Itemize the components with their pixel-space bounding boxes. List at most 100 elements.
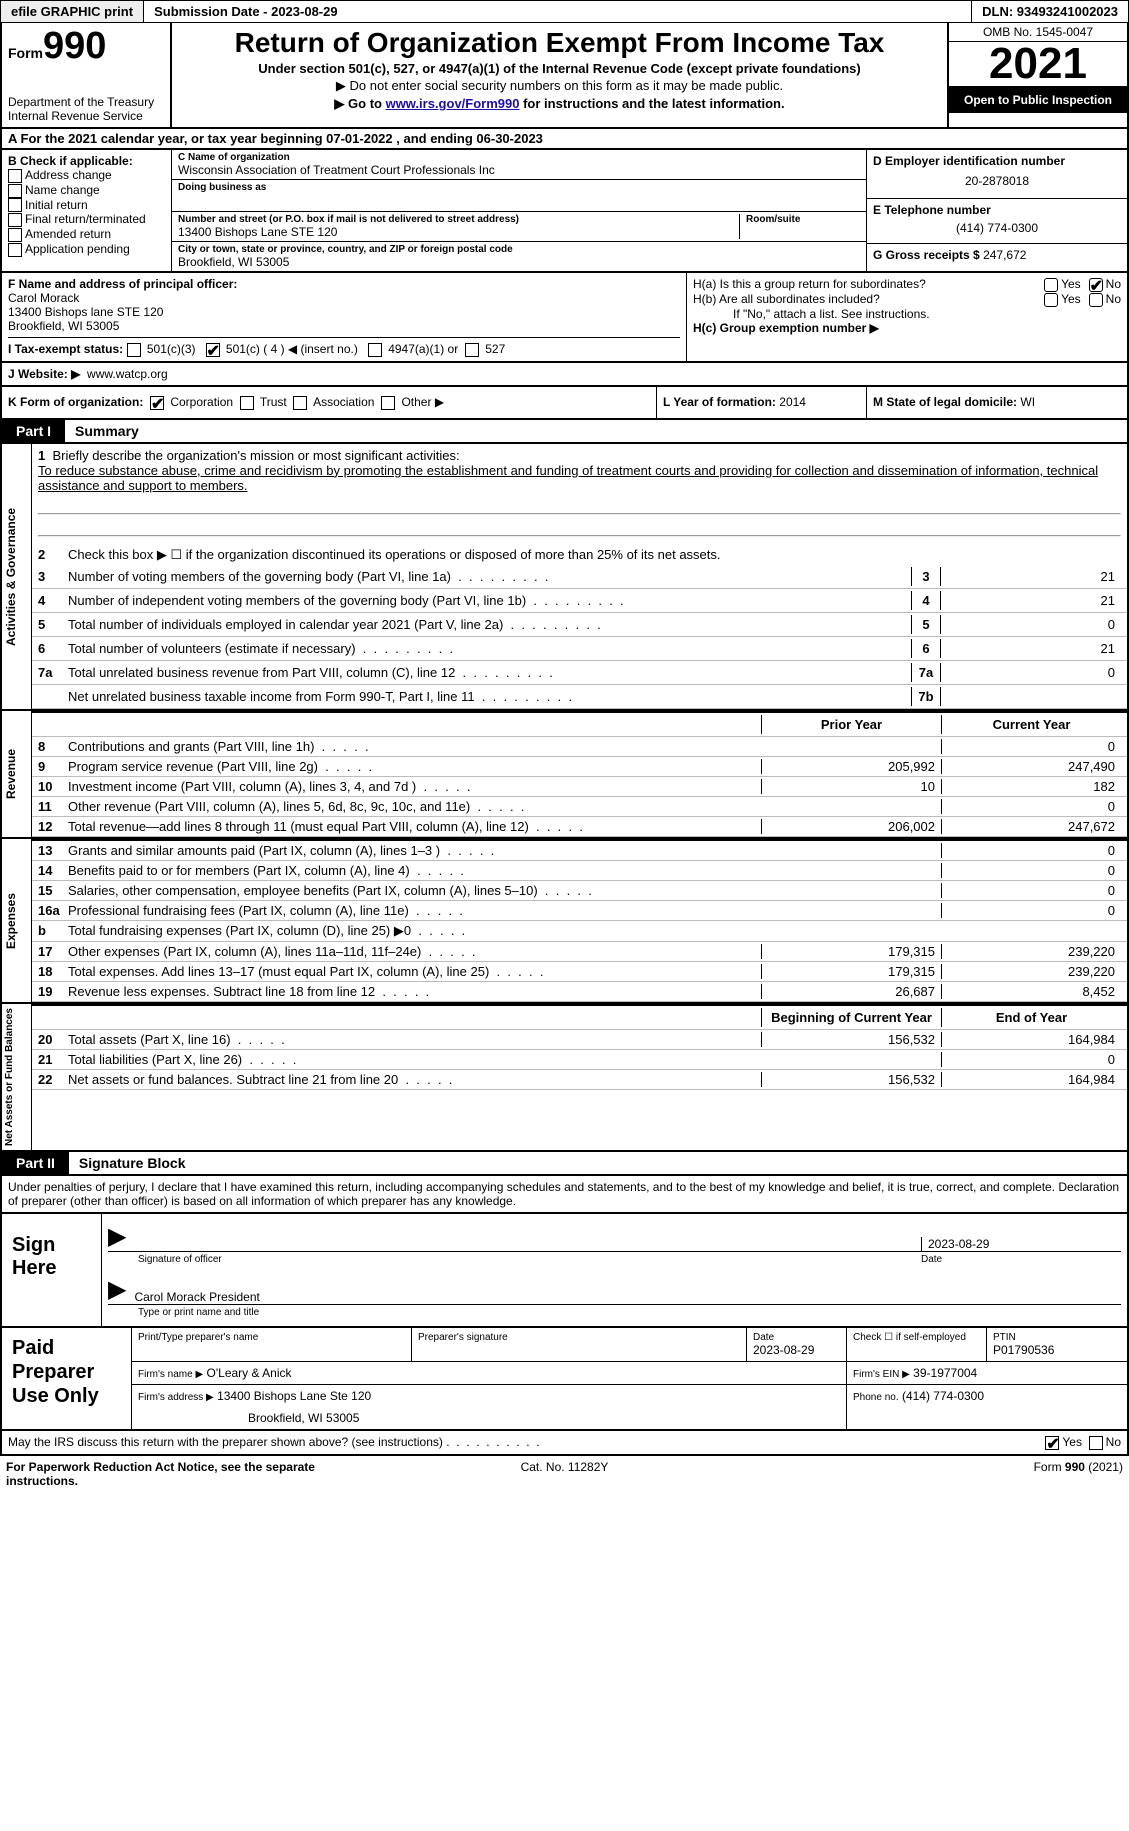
summary-line: 9Program service revenue (Part VIII, lin… — [32, 757, 1127, 777]
subtitle-3: ▶ Go to www.irs.gov/Form990 for instruct… — [178, 96, 941, 112]
tax-year: 2021 — [949, 42, 1127, 87]
sig-date: 2023-08-29 — [921, 1237, 1121, 1251]
website-url: www.watcp.org — [87, 367, 168, 381]
summary-line: 19Revenue less expenses. Subtract line 1… — [32, 982, 1127, 1002]
summary-line: 7aTotal unrelated business revenue from … — [32, 661, 1127, 685]
org-name: Wisconsin Association of Treatment Court… — [178, 163, 860, 177]
part1-header: Part I Summary — [0, 420, 1129, 444]
irs-label: Internal Revenue Service — [8, 109, 164, 123]
side-revenue: Revenue — [2, 711, 32, 837]
principal-officer: F Name and address of principal officer:… — [2, 273, 687, 361]
header-band: Form990 Department of the Treasury Inter… — [0, 23, 1129, 129]
side-activities: Activities & Governance — [2, 444, 32, 709]
summary-line: 15Salaries, other compensation, employee… — [32, 881, 1127, 901]
summary-line: 5Total number of individuals employed in… — [32, 613, 1127, 637]
irs-link[interactable]: www.irs.gov/Form990 — [386, 96, 520, 111]
firm-phone: (414) 774-0300 — [902, 1389, 984, 1403]
row-a-period: A For the 2021 calendar year, or tax yea… — [0, 129, 1129, 150]
dln: DLN: 93493241002023 — [971, 1, 1128, 22]
summary-line: 13Grants and similar amounts paid (Part … — [32, 841, 1127, 861]
side-net-assets: Net Assets or Fund Balances — [2, 1004, 32, 1150]
summary-line: 4Number of independent voting members of… — [32, 589, 1127, 613]
check-address-change[interactable]: Address change — [8, 168, 165, 183]
signature-note: Under penalties of perjury, I declare th… — [0, 1176, 1129, 1214]
summary-line: 18Total expenses. Add lines 13–17 (must … — [32, 962, 1127, 982]
dept-treasury: Department of the Treasury — [8, 95, 164, 109]
summary-line: 3Number of voting members of the governi… — [32, 565, 1127, 589]
col-d: D Employer identification number 20-2878… — [867, 150, 1127, 271]
top-bar: efile GRAPHIC print Submission Date - 20… — [0, 0, 1129, 23]
city-state-zip: Brookfield, WI 53005 — [178, 255, 860, 269]
summary-line: bTotal fundraising expenses (Part IX, co… — [32, 921, 1127, 942]
summary-expenses: Expenses 13Grants and similar amounts pa… — [0, 839, 1129, 1004]
check-association[interactable] — [293, 396, 307, 410]
check-501c3[interactable] — [127, 343, 141, 357]
check-trust[interactable] — [240, 396, 254, 410]
summary-line: 16aProfessional fundraising fees (Part I… — [32, 901, 1127, 921]
summary-line: 6Total number of volunteers (estimate if… — [32, 637, 1127, 661]
open-inspection: Open to Public Inspection — [949, 87, 1127, 113]
ha-no[interactable] — [1089, 278, 1103, 292]
check-corporation[interactable] — [150, 396, 164, 410]
firm-ein: 39-1977004 — [913, 1366, 977, 1380]
col-c: C Name of organization Wisconsin Associa… — [172, 150, 867, 271]
ptin: P01790536 — [993, 1343, 1121, 1357]
summary-net: Net Assets or Fund Balances Beginning of… — [0, 1004, 1129, 1152]
subtitle-1: Under section 501(c), 527, or 4947(a)(1)… — [178, 61, 941, 76]
footer: For Paperwork Reduction Act Notice, see … — [0, 1456, 1129, 1492]
group-return: H(a) Is this a group return for subordin… — [687, 273, 1127, 361]
form-number: Form990 — [8, 27, 164, 65]
summary-line: 21Total liabilities (Part X, line 26) . … — [32, 1050, 1127, 1070]
summary-line: 20Total assets (Part X, line 16) . . . .… — [32, 1030, 1127, 1050]
row-website: J Website: ▶ www.watcp.org — [0, 363, 1129, 387]
ha-yes[interactable] — [1044, 278, 1058, 292]
mission-text: To reduce substance abuse, crime and rec… — [38, 463, 1121, 493]
summary-line: 12Total revenue—add lines 8 through 11 (… — [32, 817, 1127, 837]
preparer-block: Paid Preparer Use Only Print/Type prepar… — [0, 1328, 1129, 1431]
summary-line: 14Benefits paid to or for members (Part … — [32, 861, 1127, 881]
check-name-change[interactable]: Name change — [8, 183, 165, 198]
side-expenses: Expenses — [2, 839, 32, 1002]
sign-here-block: Sign Here ▶ 2023-08-29 Signature of offi… — [0, 1214, 1129, 1328]
row-klm: K Form of organization: Corporation Trus… — [0, 387, 1129, 420]
summary-revenue: Revenue Prior YearCurrent Year 8Contribu… — [0, 711, 1129, 839]
check-527[interactable] — [465, 343, 479, 357]
check-final-return[interactable]: Final return/terminated — [8, 212, 165, 227]
summary-line: 22Net assets or fund balances. Subtract … — [32, 1070, 1127, 1090]
firm-name: O'Leary & Anick — [207, 1366, 292, 1380]
summary-line: 10Investment income (Part VIII, column (… — [32, 777, 1127, 797]
firm-addr2: Brookfield, WI 53005 — [248, 1411, 840, 1425]
efile-button[interactable]: efile GRAPHIC print — [1, 1, 144, 22]
discuss-yes[interactable] — [1045, 1436, 1059, 1450]
check-501c[interactable] — [206, 343, 220, 357]
summary-line: 11Other revenue (Part VIII, column (A), … — [32, 797, 1127, 817]
summary-line: 17Other expenses (Part IX, column (A), l… — [32, 942, 1127, 962]
check-4947[interactable] — [368, 343, 382, 357]
check-other[interactable] — [381, 396, 395, 410]
discuss-row: May the IRS discuss this return with the… — [0, 1431, 1129, 1456]
col-b: B Check if applicable: Address change Na… — [2, 150, 172, 271]
part2-header: Part II Signature Block — [0, 1152, 1129, 1176]
ein: 20-2878018 — [873, 168, 1121, 194]
row-fh: F Name and address of principal officer:… — [0, 273, 1129, 363]
state-domicile: WI — [1020, 395, 1035, 409]
check-initial-return[interactable]: Initial return — [8, 198, 165, 213]
discuss-no[interactable] — [1089, 1436, 1103, 1450]
gross-receipts: 247,672 — [983, 248, 1026, 262]
hb-yes[interactable] — [1044, 293, 1058, 307]
street-address: 13400 Bishops Lane STE 120 — [178, 225, 733, 239]
submission-date: Submission Date - 2023-08-29 — [144, 1, 971, 22]
sign-arrow-icon: ▶ — [108, 1222, 126, 1251]
officer-name: Carol Morack President — [134, 1290, 1121, 1304]
check-amended-return[interactable]: Amended return — [8, 227, 165, 242]
summary-line: 8Contributions and grants (Part VIII, li… — [32, 737, 1127, 757]
block-bcd: B Check if applicable: Address change Na… — [0, 150, 1129, 273]
form-title: Return of Organization Exempt From Incom… — [178, 27, 941, 59]
hb-no[interactable] — [1089, 293, 1103, 307]
firm-addr1: 13400 Bishops Lane Ste 120 — [217, 1389, 371, 1403]
summary-line: Net unrelated business taxable income fr… — [32, 685, 1127, 709]
summary-activities: Activities & Governance 1 1 Briefly desc… — [0, 444, 1129, 711]
year-formation: 2014 — [779, 395, 806, 409]
name-arrow-icon: ▶ — [108, 1275, 126, 1304]
check-application-pending[interactable]: Application pending — [8, 242, 165, 257]
